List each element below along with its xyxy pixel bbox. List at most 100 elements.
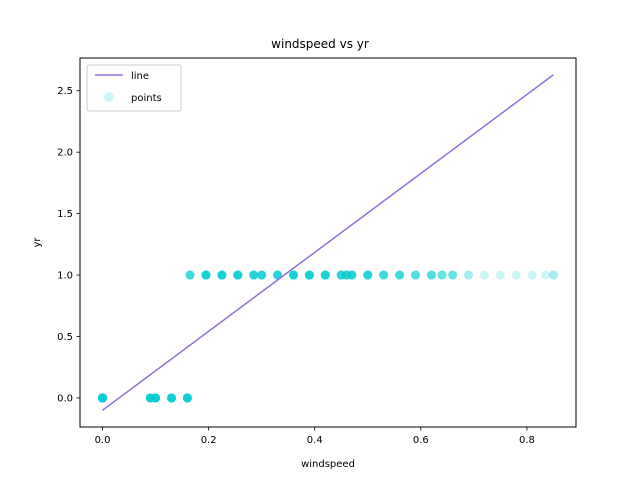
- data-point: [257, 270, 267, 280]
- data-point: [217, 270, 227, 280]
- data-point: [304, 270, 314, 280]
- data-point: [201, 270, 211, 280]
- data-point: [249, 270, 259, 280]
- chart-title: windspeed vs yr: [271, 37, 369, 51]
- data-point: [342, 270, 352, 280]
- data-point: [217, 270, 227, 280]
- data-point: [145, 393, 155, 403]
- data-point: [257, 270, 267, 280]
- data-point: [448, 270, 458, 280]
- data-point: [336, 270, 346, 280]
- data-point: [145, 393, 155, 403]
- data-point: [320, 270, 330, 280]
- data-point: [304, 270, 314, 280]
- data-point: [289, 270, 299, 280]
- data-point: [273, 270, 283, 280]
- data-point: [411, 270, 421, 280]
- data-point: [98, 393, 108, 403]
- data-point: [257, 270, 267, 280]
- data-point: [320, 270, 330, 280]
- data-point: [395, 270, 405, 280]
- data-point: [185, 270, 195, 280]
- data-point: [464, 270, 474, 280]
- data-point: [249, 270, 259, 280]
- data-point: [347, 270, 357, 280]
- data-point: [548, 270, 558, 280]
- data-point: [320, 270, 330, 280]
- data-point: [201, 270, 211, 280]
- data-point: [437, 270, 447, 280]
- data-point: [167, 393, 177, 403]
- data-point: [98, 393, 108, 403]
- data-point: [426, 270, 436, 280]
- data-point: [98, 393, 108, 403]
- data-point: [257, 270, 267, 280]
- data-point: [233, 270, 243, 280]
- data-point: [336, 270, 346, 280]
- data-point: [233, 270, 243, 280]
- data-point: [182, 393, 192, 403]
- data-point: [98, 393, 108, 403]
- data-point: [342, 270, 352, 280]
- data-point: [151, 393, 161, 403]
- data-point: [151, 393, 161, 403]
- data-point: [411, 270, 421, 280]
- y-tick-label: 1.5: [57, 209, 73, 220]
- data-point: [182, 393, 192, 403]
- legend-label-points: points: [131, 93, 162, 104]
- data-point: [217, 270, 227, 280]
- data-point: [426, 270, 436, 280]
- data-point: [426, 270, 436, 280]
- data-point: [201, 270, 211, 280]
- data-point: [411, 270, 421, 280]
- data-point: [249, 270, 259, 280]
- data-point: [320, 270, 330, 280]
- data-point: [145, 393, 155, 403]
- data-point: [98, 393, 108, 403]
- legend-point-swatch: [104, 92, 114, 102]
- data-point: [320, 270, 330, 280]
- data-point: [289, 270, 299, 280]
- y-axis: 0.0 0.5 1.0 1.5 2.0 2.5: [57, 86, 80, 404]
- x-tick-label: 0.0: [95, 435, 111, 446]
- data-point: [342, 270, 352, 280]
- data-point: [379, 270, 389, 280]
- data-point: [98, 393, 108, 403]
- data-point: [363, 270, 373, 280]
- data-point: [249, 270, 259, 280]
- data-point: [426, 270, 436, 280]
- data-point: [201, 270, 211, 280]
- data-point: [304, 270, 314, 280]
- data-point: [145, 393, 155, 403]
- data-point: [257, 270, 267, 280]
- fit-line: [102, 74, 554, 411]
- data-point: [448, 270, 458, 280]
- data-point: [347, 270, 357, 280]
- data-point: [347, 270, 357, 280]
- data-point: [289, 270, 299, 280]
- data-point: [217, 270, 227, 280]
- data-point: [201, 270, 211, 280]
- data-point: [379, 270, 389, 280]
- data-point: [273, 270, 283, 280]
- data-point: [249, 270, 259, 280]
- data-point: [98, 393, 108, 403]
- data-point: [217, 270, 227, 280]
- data-point: [395, 270, 405, 280]
- data-point: [233, 270, 243, 280]
- data-point: [342, 270, 352, 280]
- data-point: [151, 393, 161, 403]
- data-point: [448, 270, 458, 280]
- data-point: [145, 393, 155, 403]
- data-point: [201, 270, 211, 280]
- data-point: [145, 393, 155, 403]
- data-point: [185, 270, 195, 280]
- y-tick-label: 0.5: [57, 332, 73, 343]
- data-point: [289, 270, 299, 280]
- data-point: [342, 270, 352, 280]
- x-axis-title: windspeed: [301, 459, 355, 470]
- data-point: [273, 270, 283, 280]
- data-point: [98, 393, 108, 403]
- data-point: [145, 393, 155, 403]
